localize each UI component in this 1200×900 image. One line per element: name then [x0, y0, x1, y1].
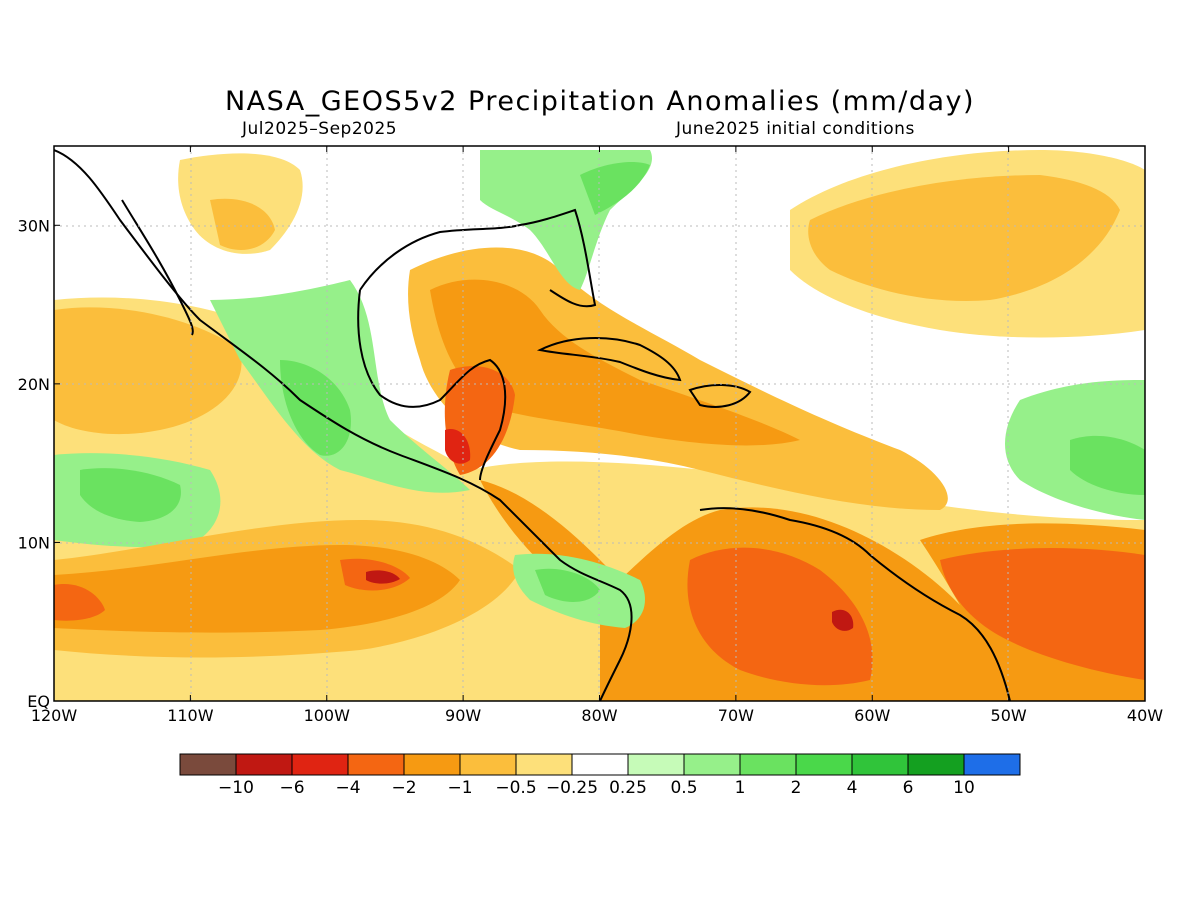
lon-tick-label: 90W: [445, 706, 481, 725]
anomaly-region: [940, 548, 1145, 680]
colorbar-label: −4: [335, 778, 360, 798]
colorbar-legend: −10 −6 −4 −2 −1 −0.5 −0.25 0.25 0.5 1 2 4 6 10: [179, 753, 1021, 798]
colorbar-label: −0.5: [495, 778, 536, 798]
colorbar-swatch: [347, 753, 405, 776]
lat-tick-label: EQ: [27, 692, 50, 711]
anomaly-region: [535, 568, 600, 602]
colorbar-label: 6: [903, 778, 914, 798]
lat-tick-label: 20N: [18, 375, 50, 394]
hispaniola-coastline: [688, 384, 752, 408]
colorbar-swatch: [403, 753, 461, 776]
colorbar-label: −2: [391, 778, 416, 798]
anomaly-region: [687, 547, 873, 686]
anomaly-region: [210, 280, 470, 493]
colorbar-label: −10: [218, 778, 254, 798]
forecast-period: Jul2025–Sep2025: [242, 119, 398, 139]
anomaly-region: [580, 162, 650, 215]
colorbar-label: 1: [735, 778, 746, 798]
colorbar-label: −1: [447, 778, 472, 798]
anomaly-region: [430, 279, 800, 446]
colorbar-label: 0.5: [670, 778, 697, 798]
colorbar-swatch: [907, 753, 965, 776]
lon-tick-label: 50W: [991, 706, 1027, 725]
anomaly-region: [280, 360, 351, 456]
lon-tick-label: 100W: [304, 706, 351, 725]
latitude-axis: EQ 10N 20N 30N: [18, 216, 60, 711]
graticule: [54, 146, 1145, 701]
colorbar-swatch: [963, 753, 1021, 776]
anomaly-region: [445, 429, 471, 464]
anomaly-region: [832, 609, 854, 631]
lon-tick-label: 120W: [31, 706, 78, 725]
colorbar-swatch: [627, 753, 685, 776]
initial-conditions-label: June2025 initial conditions: [676, 119, 915, 139]
colorbar-swatch: [739, 753, 797, 776]
lon-tick-label: 80W: [581, 706, 617, 725]
colorbar-swatch: [459, 753, 517, 776]
mexico-gulf-coast: [357, 289, 507, 481]
lat-tick-label: 30N: [18, 216, 50, 235]
colorbar-swatch: [179, 753, 237, 776]
colorbar-label: −0.25: [546, 778, 598, 798]
colorbar-swatch: [683, 753, 741, 776]
anomaly-region: [54, 307, 242, 435]
lon-tick-label: 110W: [167, 706, 214, 725]
anomaly-region: [1070, 435, 1145, 495]
anomaly-region: [210, 198, 275, 250]
cuba-coastline: [536, 337, 682, 382]
coastlines: [54, 149, 1011, 701]
longitude-axis: 120W 110W 100W 90W 80W 70W 60W 50W 40W: [31, 146, 1163, 725]
colorbar-swatch: [291, 753, 349, 776]
colorbar-swatch: [851, 753, 909, 776]
anomaly-region: [80, 468, 181, 522]
colorbar-label: 2: [791, 778, 802, 798]
colorbar-label: 4: [847, 778, 858, 798]
anomaly-region: [408, 247, 948, 510]
colorbar-label: −6: [279, 778, 304, 798]
anomaly-region: [808, 175, 1120, 301]
lat-tick-label: 10N: [18, 533, 50, 552]
anomaly-region: [54, 584, 105, 621]
colorbar-label: 10: [953, 778, 975, 798]
lon-tick-label: 40W: [1127, 706, 1163, 725]
colorbar-swatch: [235, 753, 293, 776]
colorbar-swatch: [515, 753, 573, 776]
lon-tick-label: 60W: [854, 706, 890, 725]
colorbar-swatch: [795, 753, 853, 776]
lon-tick-label: 70W: [718, 706, 754, 725]
anomaly-region: [366, 570, 400, 584]
colorbar-label: 0.25: [609, 778, 647, 798]
gulf-coast: [359, 208, 597, 308]
colorbar-swatch: [571, 753, 629, 776]
baja-california: [121, 199, 194, 336]
map-title: NASA_GEOS5v2 Precipitation Anomalies (mm…: [224, 86, 976, 117]
south-america-north-coast: [699, 507, 1011, 701]
pacific-coastline: [54, 149, 633, 701]
